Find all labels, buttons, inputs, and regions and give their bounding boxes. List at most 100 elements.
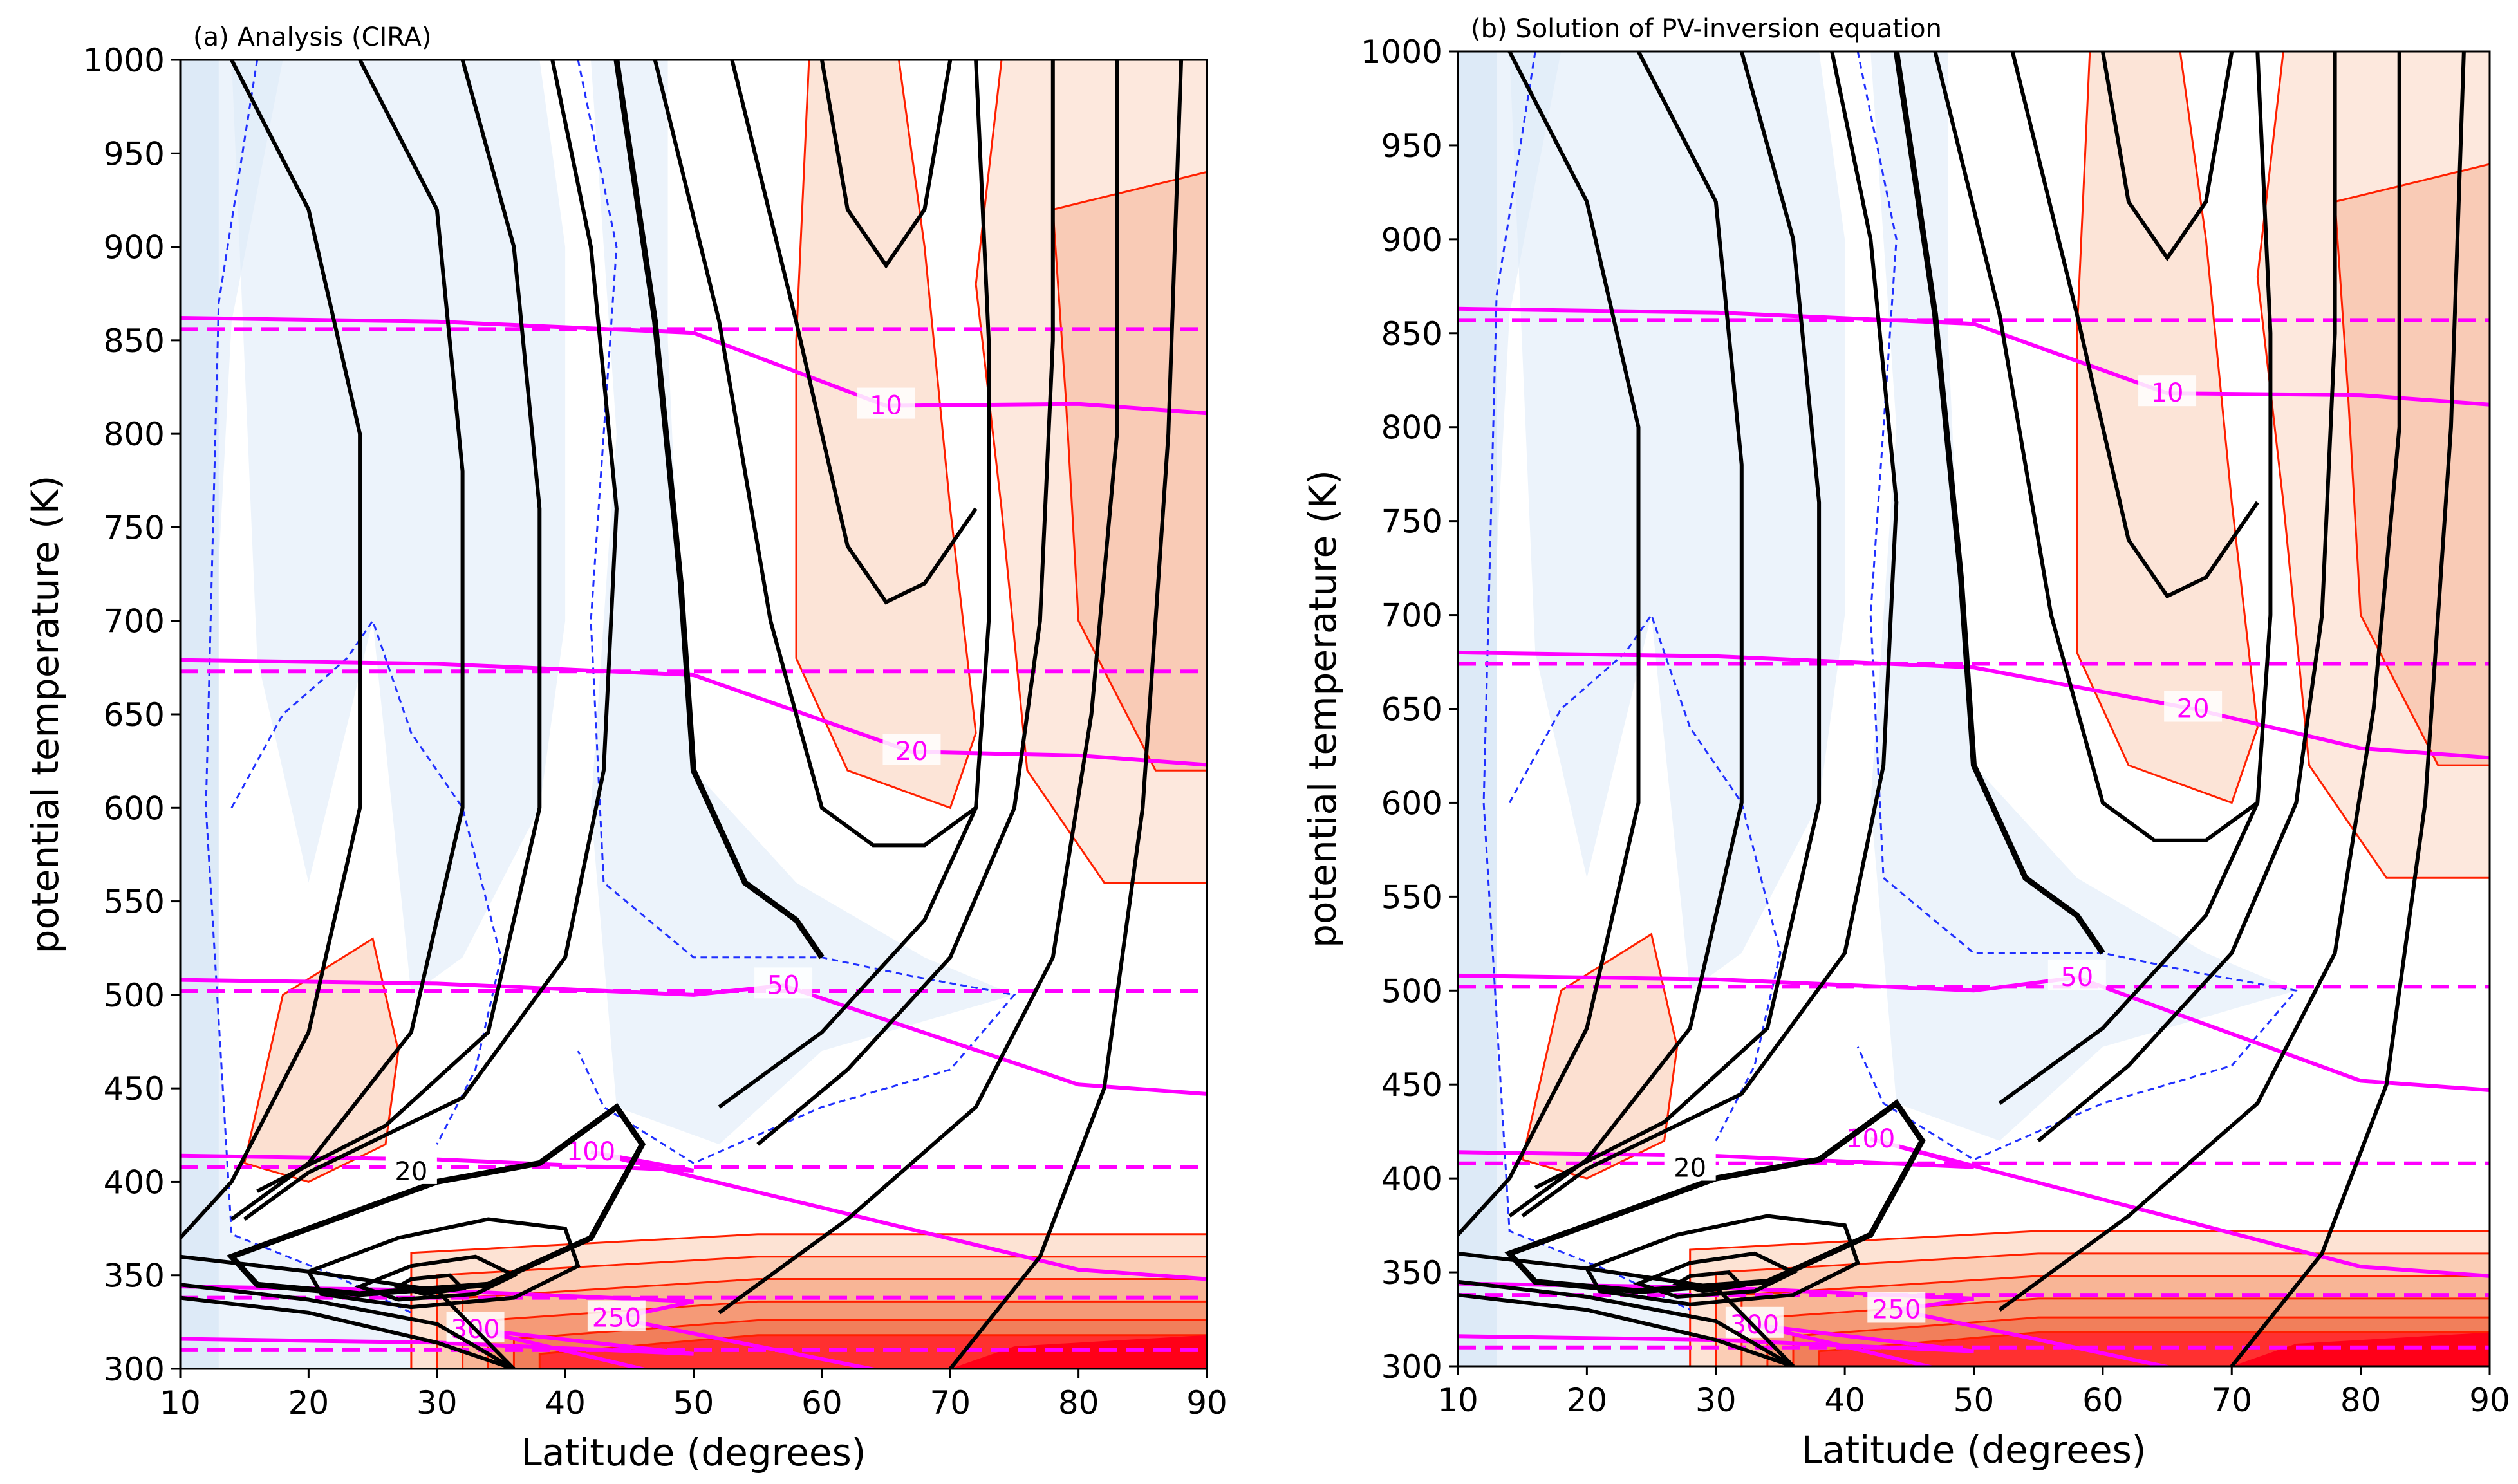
y-tick-label: 500 — [104, 977, 165, 1014]
y-tick-label: 700 — [1381, 597, 1442, 635]
negative-contour — [1482, 51, 1691, 1311]
wind-contour — [1933, 51, 2259, 842]
pv-label-bg — [882, 734, 941, 765]
y-tick-label: 600 — [104, 790, 165, 827]
wind-core-contour — [1504, 1099, 1926, 1294]
wind-contour — [180, 60, 362, 1239]
y-tick-label: 850 — [104, 322, 165, 360]
y-tick-label: 550 — [104, 884, 165, 921]
x-tick-label: 30 — [416, 1384, 458, 1422]
y-tick-label: 400 — [1381, 1160, 1442, 1198]
panel-title: (b) Solution of PV-inversion equation — [1471, 14, 1942, 44]
wind-contour — [948, 60, 1184, 1369]
x-tick-label: 10 — [160, 1384, 201, 1422]
pv-contour — [1458, 973, 2490, 1092]
y-tick-label: 400 — [104, 1164, 165, 1201]
x-tick-label: 80 — [1058, 1384, 1099, 1422]
y-tick-label: 950 — [104, 135, 165, 172]
wind-core-contour — [1584, 1214, 1860, 1306]
y-tick-label: 850 — [1381, 315, 1442, 353]
pv-contour — [180, 1328, 694, 1369]
wind-contour — [180, 1254, 516, 1369]
x-tick-label: 40 — [1824, 1382, 1865, 1419]
positive-region-inner — [2334, 163, 2490, 766]
wind-contour — [730, 60, 978, 605]
negative-contour — [205, 60, 412, 1314]
wind-contour — [180, 1295, 515, 1369]
wind-core-contour — [226, 1102, 646, 1297]
wind-contour-label: 20 — [395, 1157, 427, 1187]
wind-contour — [1998, 51, 2401, 1312]
negative-region-strong — [180, 60, 219, 1369]
pv-label-bg — [587, 1300, 646, 1331]
wind-contour — [756, 60, 1055, 1146]
x-tick-label: 60 — [801, 1384, 843, 1422]
x-axis-label: Latitude (degrees) — [521, 1431, 866, 1474]
y-tick-label: 950 — [1381, 127, 1442, 165]
wind-label-bg — [1664, 1149, 1716, 1181]
y-tick-label: 1000 — [83, 42, 165, 79]
wind-core-contour — [306, 1217, 581, 1310]
pv-label-bg — [1867, 1292, 1926, 1323]
wind-contour — [1998, 51, 2273, 1105]
y-tick-label: 450 — [1381, 1066, 1442, 1104]
wind-contour — [1458, 1251, 1795, 1366]
negative-contour — [1508, 613, 1782, 1142]
pv-contour-label: 10 — [2151, 378, 2184, 408]
y-tick-label: 350 — [1381, 1254, 1442, 1292]
y-tick-label: 750 — [1381, 503, 1442, 541]
wind-contour — [2010, 51, 2259, 599]
wind-contour — [2230, 51, 2466, 1366]
y-tick-label: 900 — [104, 229, 165, 266]
y-tick-label: 350 — [104, 1257, 165, 1295]
negative-region — [231, 60, 566, 995]
pv-contour — [1458, 1322, 1974, 1366]
pv-contour-label: 20 — [2177, 694, 2210, 724]
wind-contour — [256, 60, 542, 1193]
y-tick-label: 300 — [104, 1351, 165, 1388]
y-tick-label: 800 — [1381, 409, 1442, 447]
y-tick-label: 800 — [104, 416, 165, 453]
x-tick-label: 70 — [929, 1384, 971, 1422]
wind-contour — [1458, 1293, 1794, 1366]
x-axis-label: Latitude (degrees) — [1802, 1428, 2147, 1472]
pv-contour — [180, 978, 1207, 1096]
y-tick-label: 300 — [1381, 1348, 1442, 1386]
wind-contour — [1534, 51, 1822, 1190]
x-tick-label: 90 — [2469, 1382, 2510, 1419]
positive-region — [795, 60, 977, 810]
wind-contour — [180, 1283, 515, 1369]
wind-contour — [2100, 51, 2234, 262]
y-tick-label: 750 — [104, 509, 165, 546]
wind-core-contour — [354, 1254, 519, 1302]
x-tick-label: 40 — [545, 1384, 586, 1422]
positive-region — [2076, 51, 2259, 804]
wind-contour — [613, 60, 825, 960]
pv-contour-label: 100 — [1846, 1124, 1895, 1154]
y-axis-label: potential temperature (K) — [23, 476, 67, 954]
y-axis-label: potential temperature (K) — [1301, 470, 1345, 948]
pv-contour-label: 50 — [2060, 963, 2093, 992]
wind-contour-label: 20 — [1674, 1154, 1706, 1183]
pv-contour — [180, 658, 1207, 767]
y-tick-label: 1000 — [1361, 33, 1442, 71]
positive-region-inner — [1052, 171, 1207, 772]
pv-contour-label: 50 — [767, 970, 800, 1000]
x-tick-label: 20 — [1567, 1382, 1608, 1419]
wind-contour — [1458, 51, 1641, 1236]
pv-contour-label: 10 — [870, 391, 902, 421]
wind-contour — [1521, 51, 1899, 1218]
pv-contour — [180, 316, 1207, 416]
x-tick-label: 90 — [1186, 1384, 1227, 1422]
pv-label-bg — [2164, 691, 2223, 722]
y-tick-label: 650 — [104, 696, 165, 734]
negative-contour — [577, 60, 1016, 1165]
wind-contour — [2037, 51, 2337, 1143]
y-tick-label: 650 — [1381, 691, 1442, 728]
x-tick-label: 30 — [1695, 1382, 1737, 1419]
y-tick-label: 900 — [1381, 221, 1442, 259]
wind-core-contour — [1632, 1251, 1798, 1299]
